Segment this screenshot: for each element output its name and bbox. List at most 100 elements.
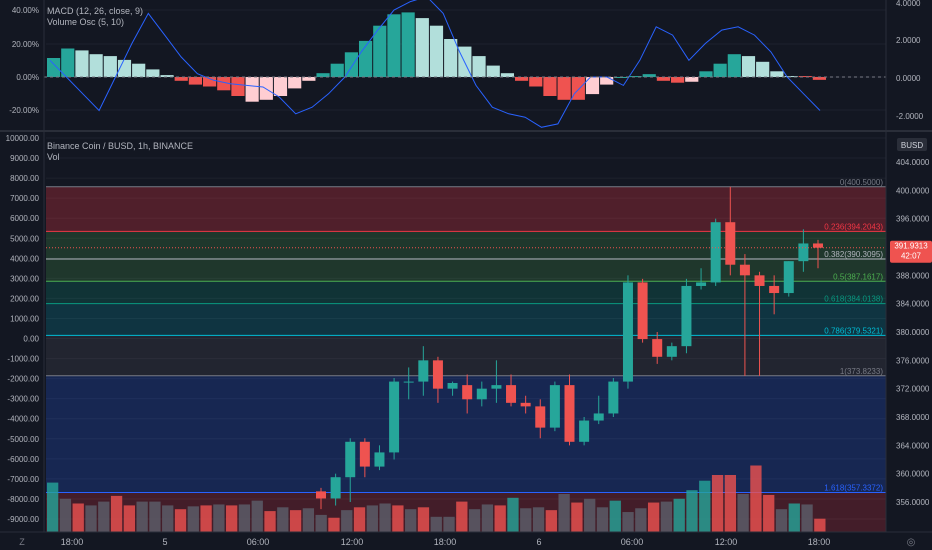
volume-bar — [379, 503, 391, 532]
volume-osc-line — [49, 0, 821, 128]
volume-bar — [341, 510, 353, 532]
macd-bar — [316, 73, 330, 77]
macd-bar — [61, 48, 75, 77]
candle-body — [330, 477, 341, 499]
fib-zone — [46, 231, 886, 259]
macd-bar — [600, 77, 614, 85]
fib-level-label: 0.618(384.0138) — [824, 295, 883, 304]
volume-bar — [699, 480, 711, 532]
macd-bar — [444, 39, 458, 77]
macd-left-axis: 40.00% 20.00% 0.00% -20.00% — [9, 6, 39, 115]
symbol-title[interactable]: Binance Coin / BUSD, 1h, BINANCE — [47, 141, 193, 151]
fib-zone — [46, 303, 886, 336]
volume-left-tick: -5000.00 — [7, 435, 39, 444]
candle-body — [462, 385, 473, 400]
volume-left-axis: 10000.00 9000.00 8000.00 7000.00 6000.00 5000… — [6, 134, 40, 524]
price-right-tick: 356.0000 — [896, 498, 930, 507]
volume-left-tick: 0.00 — [23, 335, 39, 344]
fib-level-label: 0.236(394.2043) — [824, 222, 883, 231]
candle-body — [579, 420, 590, 442]
price-right-tick: 372.0000 — [896, 385, 930, 394]
volume-bar — [174, 509, 187, 532]
macd-bar — [103, 56, 117, 77]
volume-osc-legend[interactable]: Volume Osc (5, 10) — [47, 17, 124, 27]
macd-bar — [727, 54, 741, 77]
macd-histogram — [47, 12, 826, 102]
volume-bar — [251, 500, 263, 532]
macd-pane[interactable]: 40.00% 20.00% 0.00% -20.00% 4.0000 2.0000 0.0… — [9, 0, 924, 128]
volume-bar — [673, 498, 685, 532]
volume-bar — [264, 511, 276, 532]
time-label: 18:00 — [61, 537, 84, 547]
macd-bar — [713, 63, 727, 77]
volume-bar — [226, 505, 238, 532]
macd-bar — [231, 77, 245, 96]
macd-bar — [756, 61, 770, 77]
price-right-axis[interactable]: 404.0000400.0000396.0000392.0000388.0000… — [896, 158, 930, 507]
candle-body — [520, 402, 531, 407]
volume-bar — [775, 509, 788, 532]
macd-right-axis[interactable]: 4.0000 2.0000 0.0000 -2.0000 — [896, 0, 924, 121]
macd-bar — [472, 56, 486, 77]
candle-body — [506, 385, 517, 403]
candle-body — [593, 413, 604, 421]
fib-zone — [46, 335, 886, 376]
candle-body — [666, 346, 677, 357]
volume-bar — [187, 506, 199, 532]
volume-bar — [315, 514, 327, 532]
macd-left-tick: 20.00% — [12, 40, 39, 49]
candle-body — [622, 282, 633, 382]
zoom-button[interactable]: Z — [19, 537, 25, 547]
candle-body — [491, 385, 502, 389]
volume-bar — [110, 495, 123, 532]
volume-left-tick: 1000.00 — [10, 314, 39, 323]
price-right-tick: 368.0000 — [896, 413, 930, 422]
volume-left-tick: -2000.00 — [7, 375, 39, 384]
settings-icon[interactable]: ◎ — [907, 537, 916, 548]
volume-bar — [622, 512, 634, 532]
macd-bar — [188, 77, 202, 85]
candle-body — [432, 360, 443, 389]
macd-bar — [146, 69, 160, 77]
time-label: 12:00 — [341, 537, 364, 547]
candle-body — [403, 381, 414, 383]
fib-level-label: 0(400.5000) — [840, 178, 883, 187]
currency-badge[interactable]: BUSD — [897, 138, 927, 151]
candlesticks — [46, 186, 886, 510]
volume-bar — [584, 498, 596, 532]
time-label: 12:00 — [715, 537, 738, 547]
fibonacci-retracement[interactable]: 0(400.5000) 0.236(394.2043) 0.382(390.3095… — [46, 178, 886, 532]
fib-level-label: 0.786(379.5321) — [824, 326, 883, 335]
currency-badge-label[interactable]: BUSD — [901, 141, 923, 150]
volume-bar — [136, 501, 148, 532]
macd-bar — [685, 77, 699, 82]
volume-bar — [149, 501, 161, 532]
candle-body — [696, 282, 707, 286]
candle-body — [710, 222, 721, 283]
macd-bar — [812, 77, 826, 80]
volume-left-tick: 8000.00 — [10, 174, 39, 183]
currency-badge-bg — [897, 138, 927, 151]
macd-bar — [585, 77, 600, 95]
volume-bars — [47, 465, 826, 532]
volume-legend[interactable]: Vol — [47, 152, 60, 162]
time-axis[interactable]: 18:00 5 06:00 12:00 18:00 6 06:00 12:00 18:00 Z … — [0, 531, 932, 548]
macd-bar — [415, 18, 429, 78]
macd-bar — [486, 65, 500, 77]
macd-bar — [770, 71, 784, 77]
fib-zone — [46, 186, 886, 232]
candle-body — [739, 264, 750, 276]
macd-bar — [699, 71, 713, 77]
time-label: 18:00 — [434, 537, 457, 547]
volume-left-tick: -4000.00 — [7, 415, 39, 424]
macd-bar — [529, 77, 543, 87]
volume-left-tick: 6000.00 — [10, 214, 39, 223]
price-pane[interactable]: 0(400.5000) 0.236(394.2043) 0.382(390.3095… — [6, 134, 932, 532]
volume-bar — [123, 505, 136, 532]
macd-legend[interactable]: MACD (12, 26, close, 9) — [47, 6, 143, 16]
macd-bar — [89, 54, 103, 77]
volume-bar — [302, 508, 315, 532]
macd-bar — [798, 76, 812, 78]
candle-body — [652, 339, 663, 357]
